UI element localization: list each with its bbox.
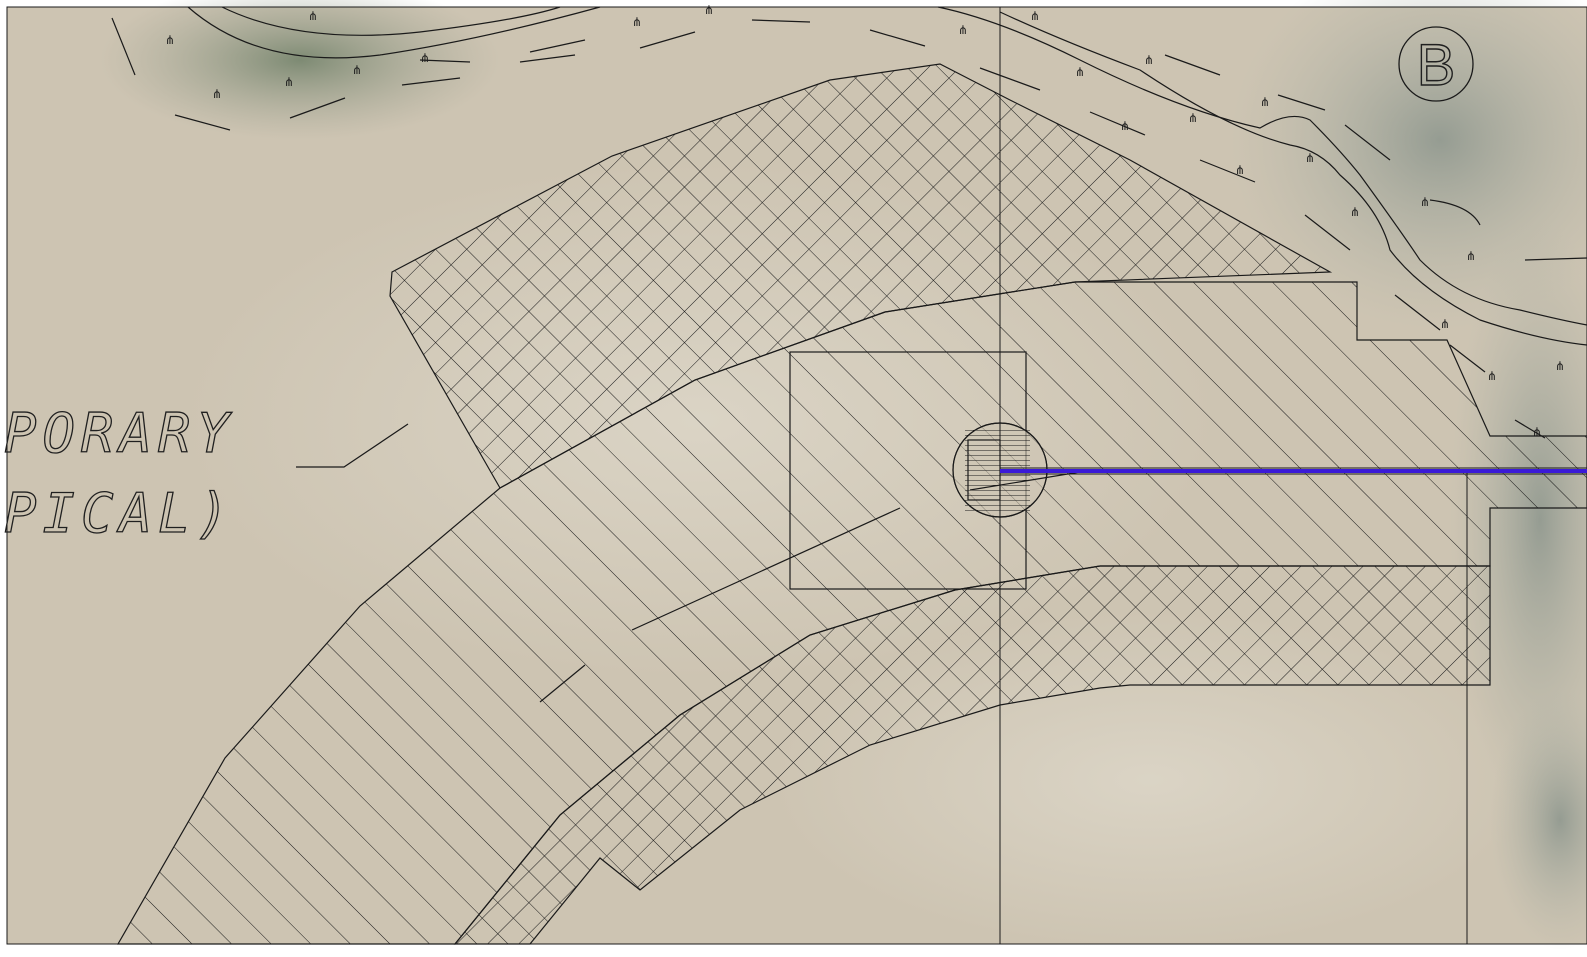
svg-text:⋔: ⋔ xyxy=(1440,317,1450,331)
section-marker: B xyxy=(1398,26,1474,102)
lower-cross-hatch-area xyxy=(453,565,1491,945)
svg-text:⋔: ⋔ xyxy=(1532,425,1542,439)
svg-text:⋔: ⋔ xyxy=(958,23,968,37)
svg-text:⋔: ⋔ xyxy=(1260,95,1270,109)
svg-text:⋔: ⋔ xyxy=(1188,111,1198,125)
svg-text:⋔: ⋔ xyxy=(1555,359,1565,373)
svg-text:⋔: ⋔ xyxy=(308,9,318,23)
svg-text:⋔: ⋔ xyxy=(704,3,714,17)
vegetation-symbols: ⋔ ⋔ ⋔ ⋔ ⋔ ⋔ ⋔ ⋔ ⋔ ⋔ ⋔ ⋔ ⋔ ⋔ ⋔ ⋔ ⋔ ⋔ ⋔ ⋔ ⋔ ⋔ ⋔ ⋔ xyxy=(165,3,1565,439)
svg-text:⋔: ⋔ xyxy=(420,51,430,65)
section-marker-letter: B xyxy=(1417,33,1456,98)
hatch-zones xyxy=(116,63,1587,945)
svg-text:⋔: ⋔ xyxy=(1305,151,1315,165)
svg-text:⋔: ⋔ xyxy=(1144,53,1154,67)
svg-text:⋔: ⋔ xyxy=(1120,119,1130,133)
callout-label-line1: PORARY xyxy=(4,402,235,465)
svg-text:⋔: ⋔ xyxy=(1487,369,1497,383)
svg-text:⋔: ⋔ xyxy=(1350,205,1360,219)
svg-text:⋔: ⋔ xyxy=(165,33,175,47)
svg-text:⋔: ⋔ xyxy=(352,63,362,77)
contour-lines xyxy=(111,6,1587,439)
callout-label-line2: PICAL) xyxy=(4,482,235,545)
svg-text:⋔: ⋔ xyxy=(212,87,222,101)
leader-lines xyxy=(296,423,1081,703)
svg-text:⋔: ⋔ xyxy=(1420,195,1430,209)
svg-text:⋔: ⋔ xyxy=(1235,163,1245,177)
svg-text:⋔: ⋔ xyxy=(284,75,294,89)
svg-text:⋔: ⋔ xyxy=(1466,249,1476,263)
pipe-line xyxy=(1000,467,1587,475)
svg-text:⋔: ⋔ xyxy=(632,15,642,29)
svg-text:⋔: ⋔ xyxy=(1030,9,1040,23)
svg-text:⋔: ⋔ xyxy=(1075,65,1085,79)
